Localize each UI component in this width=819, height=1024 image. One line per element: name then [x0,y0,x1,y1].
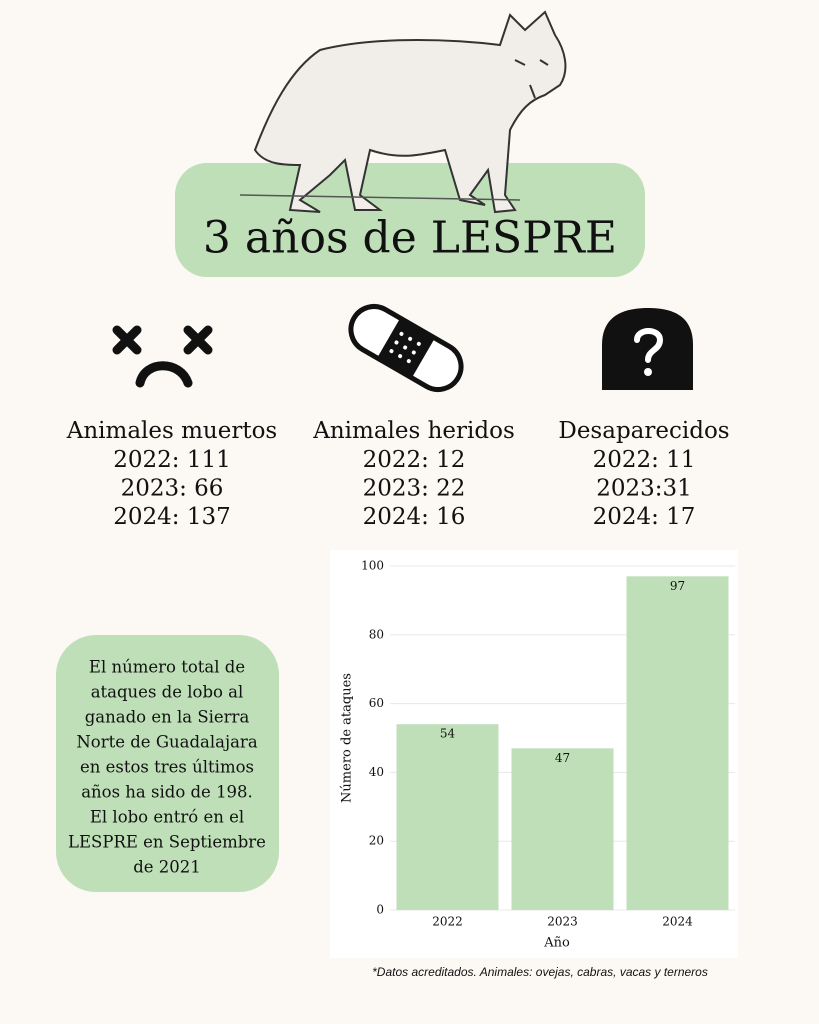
stat-line: 2022: 11 [593,447,696,473]
stat-line: 2023: 66 [121,476,224,502]
stat-label: Animales muertos [66,418,278,444]
dead-face-icon [112,325,213,388]
stat-line: 2022: 12 [363,447,466,473]
note-line: El lobo entró en el [90,808,244,827]
x-tick-label: 2022 [432,915,463,929]
note-line: en estos tres últimos [80,758,254,777]
wolf-illustration [239,10,567,214]
title: 3 años de LESPRE [203,213,617,264]
bar [396,724,499,910]
note-line: LESPRE en Septiembre [68,833,266,852]
title-box [175,163,645,277]
y-axis-label: Número de ataques [340,673,355,803]
y-tick-label: 100 [361,559,384,573]
data-label: 54 [440,727,456,741]
y-tick-label: 80 [369,627,384,641]
stat-line: 2023: 22 [363,476,466,502]
y-tick-label: 20 [369,834,384,848]
note-line: ataques de lobo al [91,683,244,702]
stat-line: 2024: 17 [593,504,696,530]
bar [626,576,729,910]
x-tick-label: 2024 [662,915,693,929]
note-line: El número total de [89,658,245,677]
y-tick-label: 0 [376,903,384,917]
y-tick-label: 60 [369,696,384,710]
question-icon [602,308,693,390]
x-tick-label: 2023 [547,915,578,929]
footnote: *Datos acreditados. Animales: ovejas, ca… [372,965,708,979]
stat-line: 2024: 16 [363,504,466,530]
stat-label: Desaparecidos [558,418,729,444]
note-line: de 2021 [133,858,201,877]
stat-line: 2023:31 [596,476,692,502]
stat-line: 2024: 137 [113,504,231,530]
note-line: años ha sido de 198. [81,783,253,802]
x-axis-label: Año [543,936,570,951]
stat-line: 2022: 111 [113,447,231,473]
bar [511,748,614,910]
note-box [56,635,279,892]
note-line: ganado en la Sierra [85,708,250,727]
data-label: 47 [555,751,570,765]
bandage-icon [348,304,464,392]
y-tick-label: 40 [369,765,384,779]
stat-label: Animales heridos [312,418,515,444]
data-label: 97 [670,579,685,593]
note-line: Norte de Guadalajara [76,733,257,752]
